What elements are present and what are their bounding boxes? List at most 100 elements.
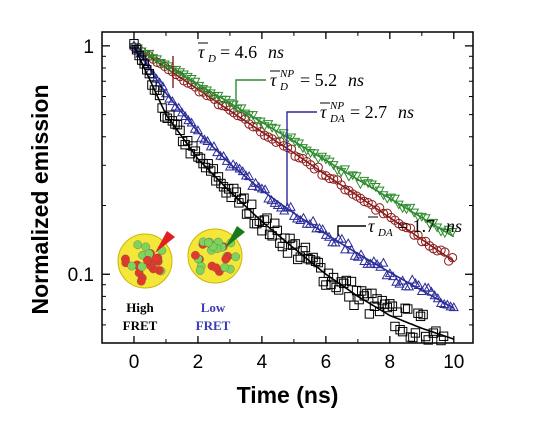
data-point (359, 255, 370, 265)
annotation-tau_D_NP: τ DNP = 5.2 ns (235, 68, 364, 112)
excitation-arrow (155, 231, 175, 253)
data-point (241, 209, 252, 219)
data-point (247, 180, 258, 190)
tau-value: = 1.7 (398, 216, 435, 236)
dye-molecule (152, 254, 161, 263)
data-point (248, 122, 258, 132)
data-point (262, 213, 272, 223)
data-point (346, 276, 357, 287)
data-point (313, 257, 323, 268)
data-point (303, 253, 313, 264)
dye-molecule (137, 262, 147, 272)
y-tick-label: 0.1 (68, 265, 94, 286)
data-point (389, 194, 401, 204)
data-point (328, 174, 339, 184)
data-point (293, 254, 303, 265)
data-point (309, 149, 320, 159)
tau-superscript: NP (279, 68, 294, 80)
data-point (208, 164, 219, 174)
tau-subscript: DA (329, 113, 345, 125)
data-point (304, 218, 315, 228)
data-point (251, 117, 262, 127)
data-point (221, 155, 232, 165)
data-point (349, 300, 359, 311)
dye-molecule (195, 266, 205, 275)
data-point (287, 240, 298, 250)
series-layer (128, 39, 459, 346)
dye-molecule (204, 238, 213, 248)
data-point (229, 183, 239, 194)
data-point (167, 96, 178, 106)
series-tau_DA_NP (128, 40, 459, 312)
data-point (267, 123, 278, 133)
data-point (447, 227, 458, 238)
dye-molecule (136, 276, 146, 286)
data-point (212, 147, 223, 157)
data-point (405, 203, 416, 213)
x-tick-label: 0 (129, 352, 140, 373)
data-point (365, 258, 376, 268)
data-point (216, 178, 226, 189)
data-point (217, 100, 227, 111)
data-point (316, 263, 326, 273)
data-point (213, 172, 224, 182)
data-point (413, 308, 423, 318)
data-point (202, 135, 213, 146)
data-point (359, 196, 369, 207)
data-point (352, 251, 363, 261)
tau-value: = 2.7 (350, 102, 387, 122)
data-point (381, 270, 392, 280)
data-point (407, 274, 418, 284)
data-point (443, 225, 454, 235)
data-point (252, 218, 262, 229)
data-point (420, 331, 431, 342)
data-point (270, 218, 280, 229)
low-fret-label-2: FRET (196, 318, 231, 333)
data-point (331, 282, 341, 293)
data-point (397, 326, 408, 337)
series-tau_DA (129, 39, 455, 346)
dye-molecule (221, 254, 231, 264)
data-point (294, 152, 304, 163)
data-point (369, 301, 380, 311)
fit-line (133, 45, 455, 340)
data-point (259, 122, 270, 132)
data-point (366, 180, 377, 190)
data-point (378, 257, 389, 267)
data-point (246, 199, 257, 210)
data-point (336, 168, 347, 178)
data-point (326, 279, 336, 290)
data-point (409, 230, 419, 240)
dye-molecule (211, 263, 221, 273)
annotation-tau_D: τ D = 4.6 ns (172, 42, 284, 88)
tau-unit: ns (348, 70, 364, 90)
tau-value: = 4.6 (220, 42, 257, 62)
data-point (344, 292, 354, 302)
data-point (382, 302, 392, 313)
data-point (387, 301, 398, 311)
data-point (232, 110, 243, 121)
data-point (277, 241, 288, 252)
high-fret-label-1: High (126, 300, 154, 315)
data-point (357, 286, 367, 296)
data-point (231, 187, 242, 197)
leader-line (235, 79, 266, 112)
data-point (423, 282, 434, 292)
data-point (282, 248, 293, 258)
data-point (400, 303, 410, 313)
dye-molecule (231, 252, 240, 262)
data-point (362, 288, 372, 299)
data-point (308, 215, 319, 225)
data-point (390, 321, 400, 332)
data-point (131, 45, 142, 55)
data-point (203, 159, 213, 169)
data-point (429, 290, 440, 300)
data-point (144, 65, 156, 76)
data-point (193, 152, 203, 162)
data-point (180, 110, 191, 120)
data-point (394, 278, 405, 288)
tau-subscript: DA (377, 227, 393, 239)
data-point (395, 324, 405, 335)
leader-line (337, 225, 366, 236)
